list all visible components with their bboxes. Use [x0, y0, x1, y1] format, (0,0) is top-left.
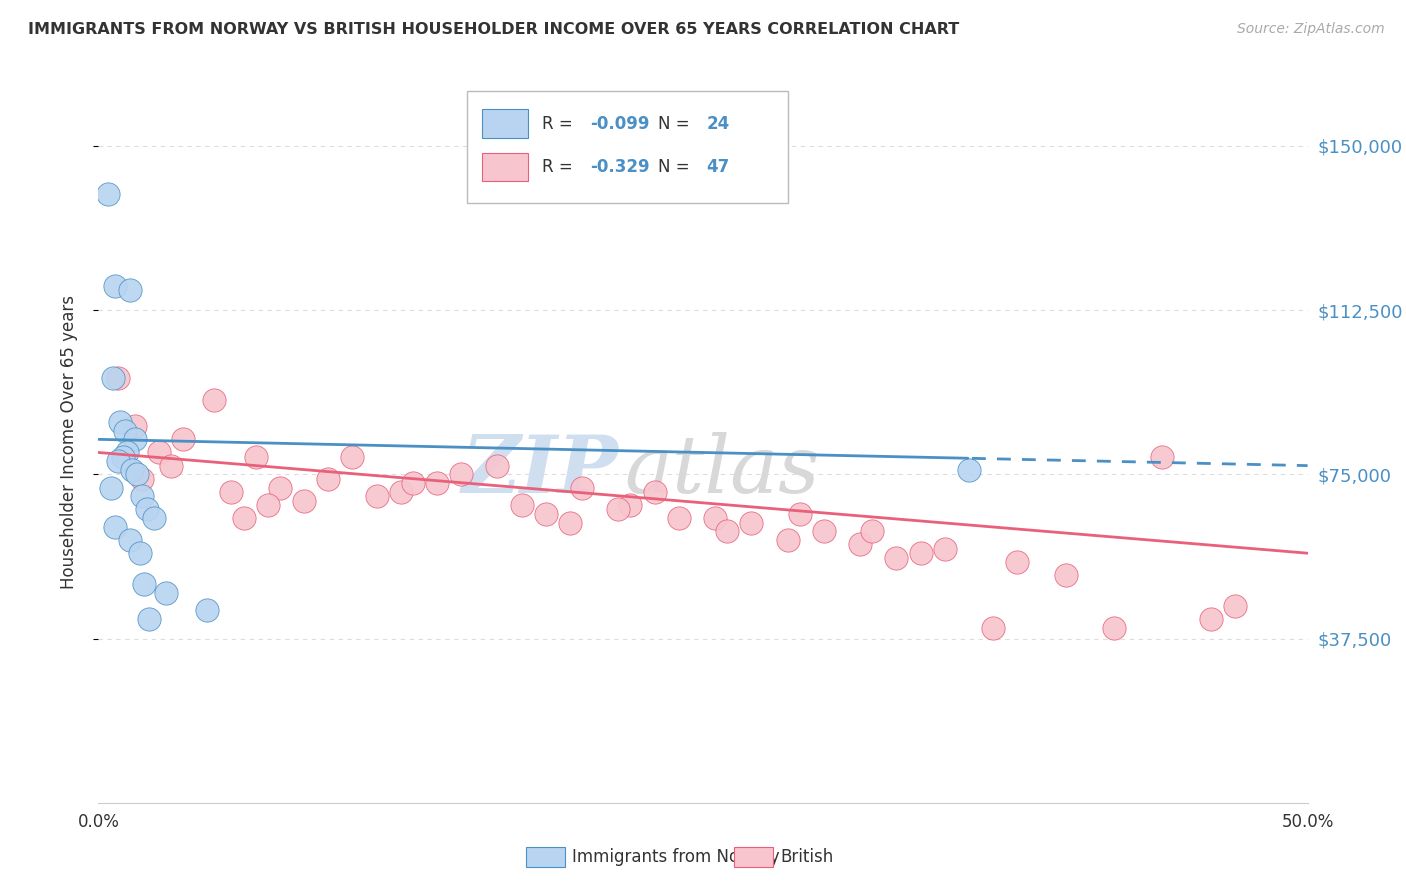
Point	[644, 484, 666, 499]
Y-axis label: Householder Income Over 65 years: Householder Income Over 65 years	[59, 294, 77, 589]
FancyBboxPatch shape	[482, 109, 527, 138]
Point	[571, 481, 593, 495]
Point	[934, 541, 956, 556]
Point	[114, 424, 136, 438]
Point	[292, 493, 315, 508]
Text: atlas: atlas	[624, 432, 820, 509]
Point	[138, 612, 160, 626]
Point	[160, 458, 183, 473]
Point	[981, 621, 1004, 635]
Point	[245, 450, 267, 464]
Point	[269, 481, 291, 495]
Point	[232, 511, 254, 525]
Point	[426, 476, 449, 491]
Point	[124, 419, 146, 434]
Point	[143, 511, 166, 525]
Point	[107, 371, 129, 385]
Point	[1054, 568, 1077, 582]
Point	[860, 524, 883, 539]
Point	[607, 502, 630, 516]
Text: -0.329: -0.329	[591, 158, 650, 176]
Point	[316, 472, 339, 486]
Point	[117, 445, 139, 459]
Point	[957, 463, 980, 477]
Point	[510, 498, 533, 512]
Point	[172, 433, 194, 447]
Point	[789, 507, 811, 521]
Point	[486, 458, 509, 473]
Point	[128, 546, 150, 560]
Text: N =: N =	[658, 115, 695, 133]
Point	[704, 511, 727, 525]
Point	[101, 371, 124, 385]
Point	[124, 433, 146, 447]
Point	[135, 502, 157, 516]
Point	[558, 516, 581, 530]
Point	[1007, 555, 1029, 569]
Text: ZIP: ZIP	[461, 432, 619, 509]
Point	[121, 463, 143, 477]
Point	[668, 511, 690, 525]
Point	[221, 484, 243, 499]
Point	[104, 520, 127, 534]
Point	[108, 415, 131, 429]
Point	[127, 467, 149, 482]
Point	[402, 476, 425, 491]
Point	[366, 489, 388, 503]
Text: Immigrants from Norway: Immigrants from Norway	[572, 848, 780, 866]
Point	[776, 533, 799, 547]
Point	[740, 516, 762, 530]
Point	[342, 450, 364, 464]
Point	[97, 187, 120, 202]
Point	[118, 533, 141, 547]
Point	[716, 524, 738, 539]
FancyBboxPatch shape	[467, 91, 787, 203]
Text: R =: R =	[543, 158, 578, 176]
Text: -0.099: -0.099	[591, 115, 650, 133]
Point	[204, 392, 226, 407]
Text: Source: ZipAtlas.com: Source: ZipAtlas.com	[1237, 22, 1385, 37]
Text: British: British	[780, 848, 834, 866]
Point	[619, 498, 641, 512]
Point	[131, 472, 153, 486]
Point	[111, 450, 134, 464]
Point	[107, 454, 129, 468]
Point	[1199, 612, 1222, 626]
Text: N =: N =	[658, 158, 695, 176]
Point	[450, 467, 472, 482]
Text: 47: 47	[707, 158, 730, 176]
Point	[118, 284, 141, 298]
Point	[1102, 621, 1125, 635]
Point	[100, 481, 122, 495]
Point	[155, 585, 177, 599]
Point	[131, 489, 153, 503]
Text: 24: 24	[707, 115, 730, 133]
Point	[1152, 450, 1174, 464]
Text: IMMIGRANTS FROM NORWAY VS BRITISH HOUSEHOLDER INCOME OVER 65 YEARS CORRELATION C: IMMIGRANTS FROM NORWAY VS BRITISH HOUSEH…	[28, 22, 959, 37]
Point	[1223, 599, 1246, 613]
Point	[849, 537, 872, 551]
Point	[134, 577, 156, 591]
Point	[104, 279, 127, 293]
Point	[910, 546, 932, 560]
Point	[389, 484, 412, 499]
Point	[886, 550, 908, 565]
Point	[256, 498, 278, 512]
Point	[813, 524, 835, 539]
Point	[195, 603, 218, 617]
Point	[534, 507, 557, 521]
Point	[148, 445, 170, 459]
Text: R =: R =	[543, 115, 578, 133]
FancyBboxPatch shape	[482, 153, 527, 181]
